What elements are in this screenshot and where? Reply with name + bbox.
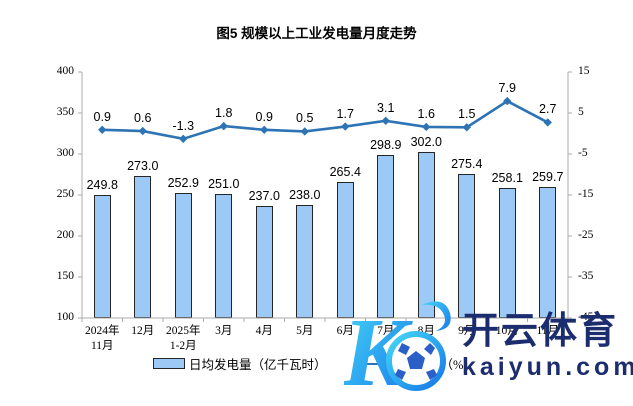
bar-0 bbox=[93, 195, 111, 318]
bar-5 bbox=[296, 204, 314, 318]
x-axis-label-0: 2024年 11月 bbox=[85, 325, 120, 352]
chart-title: 图5 规模以上工业发电量月度走势 bbox=[216, 26, 417, 41]
line-value-label-11: 2.7 bbox=[539, 102, 557, 117]
y-axis-left-tick-350: 350 bbox=[56, 106, 74, 118]
line-value-label-7: 3.1 bbox=[377, 100, 395, 115]
kaiyun-watermark: K 开云体育 kaiyun.com bbox=[344, 299, 633, 399]
x-axis-label-1: 12月 bbox=[131, 325, 155, 337]
line-marker-0 bbox=[98, 125, 107, 135]
line-marker-11 bbox=[543, 118, 552, 127]
legend-bar-swatch bbox=[153, 358, 185, 369]
line-marker-8 bbox=[422, 122, 431, 132]
bar-6 bbox=[336, 182, 354, 318]
y-axis-right-tick--5: -5 bbox=[578, 147, 588, 159]
bar-value-label-8: 302.0 bbox=[410, 135, 442, 150]
y-axis-left-tick-250: 250 bbox=[56, 188, 74, 200]
bar-value-label-11: 259.7 bbox=[532, 170, 564, 185]
watermark-text-block: 开云体育 kaiyun.com bbox=[462, 299, 633, 382]
y-axis-right-tick--15: -15 bbox=[578, 188, 594, 200]
bar-8 bbox=[417, 152, 435, 318]
y-axis-left-tick-300: 300 bbox=[56, 147, 74, 159]
line-value-label-5: 0.5 bbox=[296, 111, 314, 126]
line-marker-10 bbox=[503, 96, 512, 106]
bar-2 bbox=[174, 192, 192, 318]
line-value-label-1: 0.6 bbox=[134, 111, 152, 126]
line-value-label-4: 0.9 bbox=[255, 109, 273, 124]
line-value-label-3: 1.8 bbox=[215, 106, 233, 121]
line-marker-3 bbox=[219, 121, 228, 131]
y-axis-left-tick-150: 150 bbox=[56, 270, 74, 282]
kaiyun-logo-icon: K bbox=[344, 299, 451, 399]
x-axis-label-10: 10月 bbox=[495, 325, 519, 337]
watermark-domain-text: kaiyun.com bbox=[462, 353, 633, 381]
x-axis-label-2: 2025年 1-2月 bbox=[166, 325, 201, 352]
bar-value-label-9: 275.4 bbox=[451, 157, 483, 172]
x-axis-label-11: 11月 bbox=[536, 325, 560, 337]
bar-value-label-3: 251.0 bbox=[208, 177, 240, 192]
x-axis-label-4: 4月 bbox=[255, 325, 273, 337]
bar-value-label-10: 258.1 bbox=[491, 171, 523, 186]
line-marker-4 bbox=[260, 125, 269, 135]
y-axis-left-tick-200: 200 bbox=[56, 229, 74, 241]
line-marker-6 bbox=[341, 122, 350, 131]
y-axis-left-tick-100: 100 bbox=[56, 311, 74, 323]
x-axis-label-5: 5月 bbox=[296, 325, 314, 337]
bar-value-label-2: 252.9 bbox=[167, 175, 199, 190]
line-marker-9 bbox=[462, 123, 471, 132]
y-axis-right-tick-5: 5 bbox=[578, 106, 584, 118]
soccer-ball-icon bbox=[386, 331, 446, 391]
bar-4 bbox=[255, 205, 273, 318]
bar-9 bbox=[458, 174, 476, 318]
x-axis-label-9: 9月 bbox=[458, 325, 476, 337]
line-marker-7 bbox=[381, 116, 390, 125]
line-value-label-8: 1.6 bbox=[417, 106, 435, 121]
y-axis-right-tick--25: -25 bbox=[578, 229, 594, 241]
bar-10 bbox=[498, 188, 516, 318]
bar-1 bbox=[134, 176, 152, 318]
line-value-label-9: 1.5 bbox=[458, 107, 476, 122]
legend-line-swatch bbox=[360, 362, 387, 365]
line-marker-2 bbox=[179, 134, 188, 144]
x-axis-label-3: 3月 bbox=[215, 325, 233, 337]
line-value-label-10: 7.9 bbox=[498, 81, 516, 96]
growth-line-series bbox=[102, 99, 549, 141]
line-value-label-2: -1.3 bbox=[172, 118, 195, 133]
watermark-brand-text: 开云体育 bbox=[462, 310, 618, 351]
legend-bar-label: 日均发电量（亿千瓦时） bbox=[189, 358, 327, 372]
y-axis-right-tick--45: -45 bbox=[578, 311, 594, 323]
bar-value-label-6: 265.4 bbox=[329, 165, 361, 180]
y-axis-left-tick-400: 400 bbox=[56, 65, 74, 77]
y-axis-right-tick-15: 15 bbox=[578, 65, 590, 77]
line-marker-5 bbox=[300, 127, 309, 136]
bar-value-label-4: 237.0 bbox=[248, 188, 280, 203]
x-axis-label-6: 6月 bbox=[336, 325, 354, 337]
bar-value-label-0: 249.8 bbox=[86, 178, 118, 193]
legend-item-bar: 日均发电量（亿千瓦时） bbox=[153, 354, 327, 373]
line-value-label-6: 1.7 bbox=[336, 106, 354, 121]
line-value-label-0: 0.9 bbox=[93, 109, 111, 124]
bar-11 bbox=[539, 187, 557, 318]
x-axis-label-7: 7月 bbox=[377, 325, 395, 337]
bar-value-label-7: 298.9 bbox=[370, 137, 402, 152]
y-axis-right-tick--35: -35 bbox=[578, 270, 594, 282]
bar-3 bbox=[215, 194, 233, 318]
line-marker-1 bbox=[138, 126, 147, 136]
bar-value-label-1: 273.0 bbox=[127, 159, 159, 174]
bar-7 bbox=[377, 154, 395, 318]
bar-value-label-5: 238.0 bbox=[289, 187, 321, 202]
